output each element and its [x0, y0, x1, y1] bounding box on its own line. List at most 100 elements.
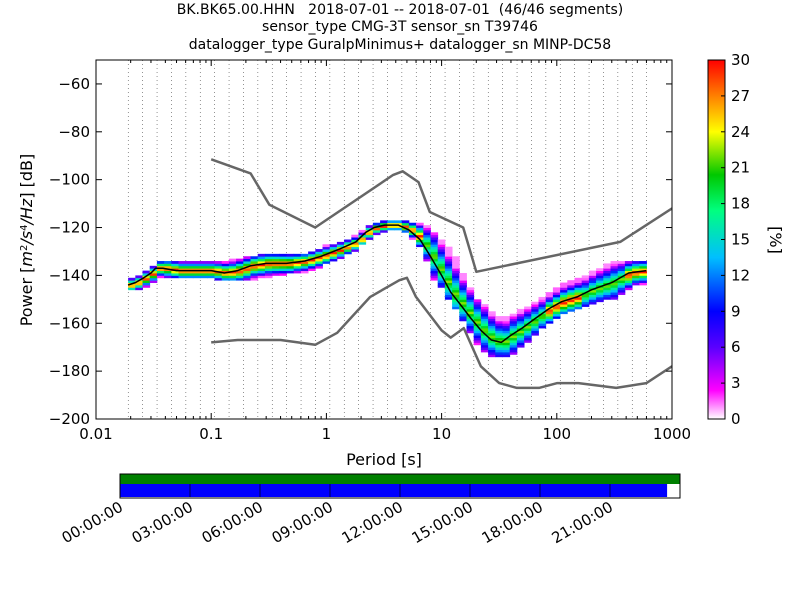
heat-cell	[423, 256, 431, 260]
heat-cell	[228, 273, 237, 276]
heat-cell	[581, 284, 590, 288]
heat-cell	[588, 280, 597, 283]
heat-cell	[524, 316, 532, 319]
heat-cell	[221, 277, 230, 281]
heat-cell	[344, 239, 352, 243]
heat-cell	[416, 227, 424, 231]
heat-cell	[236, 261, 244, 264]
heat-cell	[624, 284, 633, 288]
heat-cell	[257, 273, 266, 276]
heat-cell	[444, 292, 453, 295]
heat-cell	[264, 270, 273, 274]
heat-cell	[639, 268, 647, 272]
heat-cell	[567, 289, 575, 293]
heat-cell	[192, 261, 201, 264]
heat-cell	[272, 263, 280, 267]
heat-cell	[466, 308, 475, 312]
heat-cell	[502, 349, 511, 353]
heat-cell	[192, 270, 201, 274]
heat-cell	[192, 275, 201, 279]
heat-cell	[207, 263, 215, 267]
heat-cell	[466, 301, 475, 305]
heat-cell	[430, 241, 439, 245]
heat-cell	[452, 256, 460, 260]
heat-cell	[516, 323, 525, 327]
heat-cell	[495, 347, 503, 350]
heat-cell	[488, 311, 496, 315]
heat-cell	[200, 270, 208, 274]
heat-cell	[610, 270, 619, 274]
heat-cell	[416, 234, 424, 238]
x-tick-label: 0.1	[199, 425, 223, 443]
heat-cell	[509, 342, 518, 346]
heat-cell	[552, 294, 561, 298]
heat-cell	[473, 311, 482, 315]
heat-cell	[444, 284, 453, 288]
heat-cell	[502, 335, 511, 339]
heat-cell	[480, 347, 489, 350]
heat-cell	[293, 268, 302, 272]
heat-cell	[394, 227, 403, 231]
heat-cell	[516, 344, 525, 348]
heat-cell	[516, 316, 525, 319]
heat-cell	[164, 261, 172, 264]
heat-cell	[430, 253, 439, 257]
heat-cell	[236, 277, 244, 281]
heat-cell	[257, 268, 266, 272]
heat-cell	[286, 268, 295, 272]
heat-cell	[444, 275, 453, 279]
time-tick-label: 12:00:00	[339, 498, 406, 547]
heat-cell	[538, 306, 547, 310]
mode-line	[127, 224, 647, 344]
heat-cell	[351, 237, 359, 240]
heat-cell	[372, 222, 381, 226]
heat-cell	[524, 332, 532, 336]
heat-cell	[480, 335, 489, 339]
heat-cell	[200, 261, 208, 264]
colorbar-tick-label: 24	[731, 123, 750, 141]
heat-cell	[185, 270, 194, 274]
heat-cell	[329, 251, 338, 255]
heat-cell	[300, 265, 309, 269]
heat-cell	[264, 265, 273, 269]
heat-cell	[466, 294, 475, 298]
heat-cell	[156, 265, 165, 269]
heat-cell	[588, 292, 597, 295]
heat-cell	[171, 265, 179, 269]
heat-cell	[444, 265, 453, 269]
heat-cell	[272, 270, 280, 274]
heat-cell	[538, 325, 547, 329]
heat-cell	[300, 256, 309, 260]
heat-cell	[574, 289, 583, 293]
heat-cell	[423, 234, 431, 238]
heat-cell	[531, 330, 539, 334]
heat-cell	[178, 261, 187, 264]
heat-cell	[156, 275, 165, 279]
heat-cell	[488, 325, 496, 329]
heat-cell	[552, 296, 561, 300]
heat-cell	[581, 282, 590, 286]
heat-cell	[538, 313, 547, 317]
heat-cell	[459, 292, 467, 295]
heat-cell	[452, 301, 460, 305]
heat-cell	[524, 337, 532, 341]
colorbar-tick-label: 15	[731, 231, 750, 249]
heat-cell	[243, 275, 251, 279]
heat-cell	[372, 227, 381, 231]
heat-cell	[171, 263, 179, 267]
heat-cell	[228, 277, 237, 281]
heat-cell	[466, 299, 475, 303]
heat-cell	[502, 328, 511, 331]
heat-cell	[581, 275, 590, 279]
heat-cell	[495, 320, 503, 324]
heat-cell	[488, 344, 496, 348]
heat-cell	[617, 292, 626, 295]
heat-cell	[596, 277, 604, 281]
heat-cell	[596, 289, 604, 293]
heat-cell	[207, 273, 215, 276]
heat-cell	[416, 239, 424, 243]
heat-cell	[250, 256, 259, 260]
heat-cell	[610, 287, 619, 291]
heat-cell	[344, 241, 352, 245]
heat-cell	[488, 351, 496, 355]
